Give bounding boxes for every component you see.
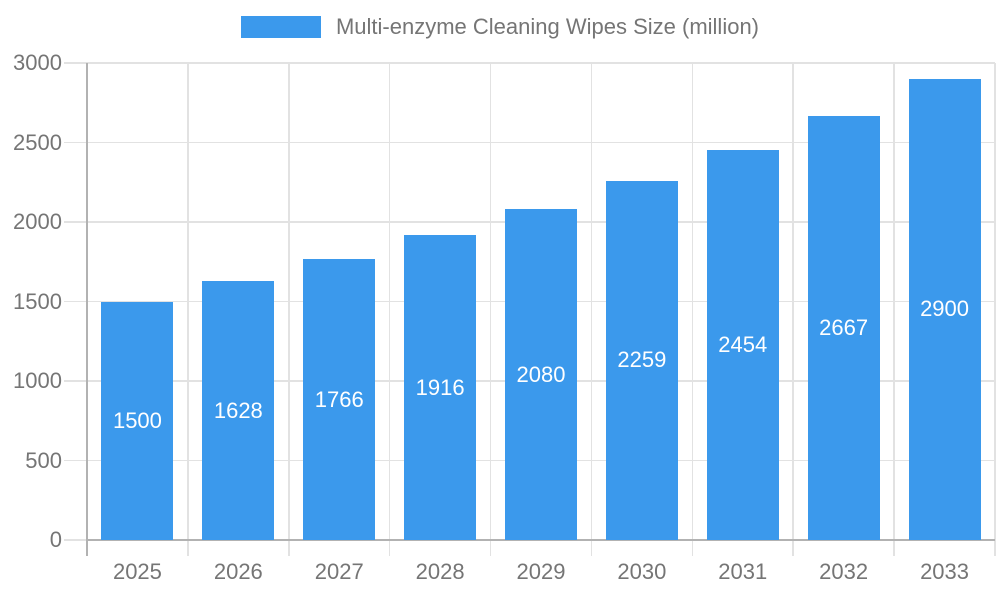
v-gridline [388,63,391,556]
y-tick-label: 1000 [13,368,62,393]
bar-value-label: 1916 [415,374,465,400]
bar-2030[interactable]: 2259 [605,180,678,540]
bar-2026[interactable]: 1628 [202,281,275,540]
v-gridline [792,63,794,556]
legend-label: Multi-enzyme Cleaning Wipes Size (millio… [335,14,760,39]
x-tick-label: 2033 [920,559,970,584]
legend-swatch-icon [240,16,321,38]
x-tick-label: 2028 [415,559,465,584]
x-axis-line [87,539,995,541]
bar-2033[interactable]: 2900 [908,78,981,540]
h-gridline [64,141,995,144]
v-gridline [691,63,694,556]
bar-2025[interactable]: 1500 [101,301,174,540]
y-tick-label: 0 [49,527,62,552]
y-axis-line [86,63,88,556]
bar-2027[interactable]: 1766 [303,259,376,540]
bar-2031[interactable]: 2454 [706,149,779,540]
x-tick-label: 2030 [617,559,667,584]
bar-value-label: 1500 [112,407,162,433]
v-gridline [489,63,492,556]
y-tick-label: 2000 [13,209,62,234]
x-tick-label: 2026 [213,559,263,584]
x-tick-label: 2031 [718,559,768,584]
bar-value-label: 1766 [314,386,364,412]
bar-value-label: 2454 [718,331,768,357]
y-tick-label: 500 [25,447,62,473]
bar-value-label: 1628 [213,397,263,423]
v-gridline [590,63,593,556]
bar-value-label: 2080 [516,361,566,387]
v-gridline [893,63,895,556]
v-gridline [288,63,290,556]
x-tick-label: 2029 [516,559,566,584]
y-tick [64,539,87,541]
bar-2029[interactable]: 2080 [505,209,577,540]
x-tick-label: 2032 [819,559,869,584]
bar-2032[interactable]: 2667 [807,115,880,540]
y-tick-label: 1500 [13,288,62,314]
plot-right-border [994,63,996,556]
bar-value-label: 2259 [617,347,667,373]
x-tick-label: 2025 [112,559,162,584]
h-gridline [64,62,995,64]
y-tick-label: 2500 [13,129,62,155]
y-tick-label: 3000 [13,50,62,75]
legend[interactable]: Multi-enzyme Cleaning Wipes Size (millio… [0,12,1000,42]
bar-value-label: 2900 [920,296,970,322]
bar-value-label: 2667 [819,314,869,340]
bar-2028[interactable]: 1916 [404,235,477,540]
x-tick-label: 2027 [314,559,364,584]
v-gridline [187,63,189,556]
